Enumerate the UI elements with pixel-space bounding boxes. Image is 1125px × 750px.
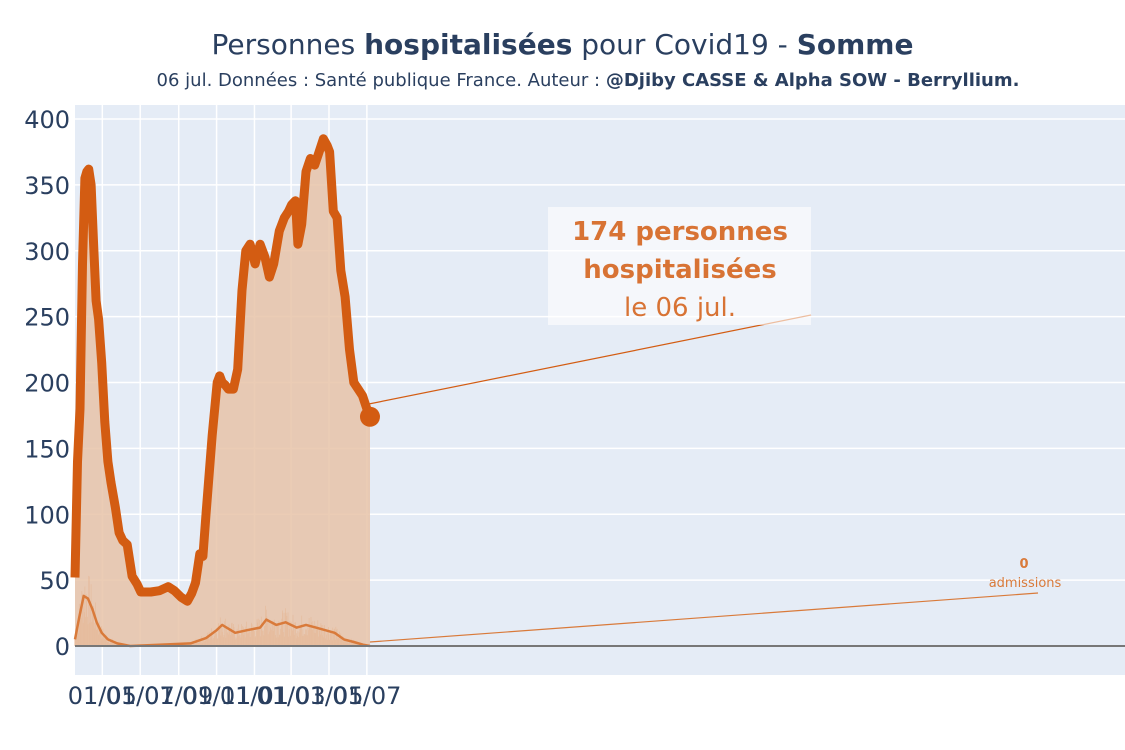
x-tick-label: 01/01 xyxy=(220,682,289,710)
y-tick-label: 250 xyxy=(24,304,70,332)
annotation-arrow xyxy=(364,314,812,406)
annotation-line-2: hospitalisées xyxy=(583,255,776,285)
x-tick-label: 01/05 xyxy=(294,682,363,710)
annotation-box xyxy=(548,207,811,325)
admissions-annotation-label: admissions xyxy=(989,576,1062,591)
y-tick-label: 300 xyxy=(24,238,70,266)
y-tick-label: 150 xyxy=(24,435,70,463)
y-tick-label: 400 xyxy=(24,106,70,134)
x-tick-label: 01/07 xyxy=(106,682,175,710)
y-axis-ticks: 0 50 100 150 200 250 300 350 400 xyxy=(24,106,70,661)
y-tick-label: 0 xyxy=(55,633,70,661)
y-tick-label: 100 xyxy=(24,501,70,529)
x-tick-label: 01/03 xyxy=(257,682,326,710)
annotation-line-1: 174 personnes xyxy=(572,217,788,247)
admissions-annotation-value: 0 xyxy=(1019,557,1028,572)
hospitalised-line xyxy=(70,134,375,606)
x-tick-label: 01/11 xyxy=(182,682,251,710)
y-tick-label: 200 xyxy=(24,370,70,398)
x-tick-label: 01/09 xyxy=(144,682,213,710)
admissions-annotation-arrow xyxy=(369,592,1039,643)
y-tick-label: 350 xyxy=(24,172,70,200)
hospitalised-area xyxy=(75,138,370,647)
y-tick-label: 50 xyxy=(39,567,70,595)
chart-subtitle: 06 jul. Données : Santé publique France.… xyxy=(156,70,1020,91)
chart-title: Personnes hospitalisées pour Covid19 - S… xyxy=(211,28,914,61)
x-tick-label: 01/05 xyxy=(68,682,137,710)
x-tick-label: 01/07 xyxy=(332,682,401,710)
annotation-line-3: le 06 jul. xyxy=(624,293,736,323)
admissions-avg-line xyxy=(73,594,371,648)
last-point-marker xyxy=(359,406,380,427)
